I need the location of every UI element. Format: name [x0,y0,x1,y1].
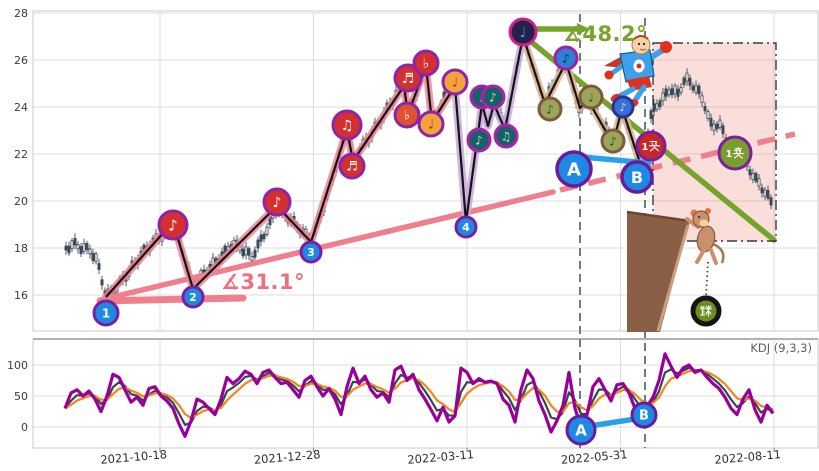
point-A-main[interactable]: A [555,150,593,188]
svg-text:♭: ♭ [404,109,410,124]
svg-text:♪: ♪ [489,90,497,104]
svg-text:50: 50 [14,390,28,403]
svg-text:A: A [575,421,587,439]
kdj-indicator-label: KDJ (9,3,3) [750,341,812,355]
angle-31-label: ∡31.1° [221,270,306,294]
svg-text:♬: ♬ [402,71,415,87]
svg-text:18: 18 [14,242,28,255]
svg-text:0: 0 [21,421,28,434]
svg-text:B: B [639,409,649,424]
svg-text:♬: ♬ [346,160,358,175]
svg-text:♩: ♩ [520,25,527,41]
svg-text:2: 2 [189,291,197,304]
svg-text:2022-03-11: 2022-03-11 [407,447,475,467]
svg-text:♪: ♪ [546,102,554,116]
svg-text:♩: ♩ [452,76,458,91]
svg-text:16: 16 [14,289,28,302]
note-1[interactable]: ♪ [157,209,189,241]
note-11[interactable]: ♪ [480,84,506,110]
svg-text:2021-10-18: 2021-10-18 [100,447,168,467]
svg-text:22: 22 [14,148,28,161]
hero-glove [660,41,672,53]
svg-text:1: 1 [642,142,649,153]
kdj-lines [63,352,775,438]
svg-text:♪: ♪ [619,101,626,114]
point-A-kdj[interactable]: A [565,414,597,446]
note-4[interactable]: ♬ [338,152,366,180]
svg-text:♫: ♫ [501,129,512,143]
svg-text:♪: ♪ [562,51,570,65]
svg-text:28: 28 [14,7,28,20]
svg-text:2021-12-28: 2021-12-28 [253,447,321,467]
point-B-main[interactable]: B [620,160,654,194]
note-15[interactable]: ♪ [611,95,635,119]
note-6[interactable]: ♭ [412,49,440,77]
svg-text:A: A [567,159,581,180]
forecast-box[interactable] [653,43,776,241]
svg-text:4: 4 [462,221,470,234]
svg-text:♩: ♩ [428,118,434,133]
climbing-monkey-sticker[interactable] [626,208,725,332]
note-5[interactable]: ♬ [393,63,423,93]
svg-text:3: 3 [307,246,315,259]
note-12[interactable]: ♪ [466,127,492,153]
svg-text:♭: ♭ [423,56,430,72]
note-3[interactable]: ♫ [331,109,363,141]
svg-text:♪: ♪ [273,195,282,211]
angle-48-label: ∡48.2° [563,22,648,46]
note-13[interactable]: ♫ [493,123,519,149]
note-2[interactable]: ♪ [262,187,292,217]
pivot-2[interactable]: 2 [181,285,205,309]
buy-signal[interactable]: 1 [635,130,667,162]
svg-text:100: 100 [7,359,28,372]
note-14[interactable]: ♪ [553,45,579,71]
chain [705,261,709,297]
svg-text:2022-05-31: 2022-05-31 [560,447,628,467]
flying-baby-hero-sticker[interactable] [604,35,672,108]
hero-cape [604,56,624,68]
svg-text:♩: ♩ [588,90,594,104]
note-17[interactable]: ♩ [578,84,604,110]
sell-signal[interactable]: 1 [717,135,753,171]
note-8[interactable]: ♩ [417,110,445,138]
note-9[interactable]: ♩ [441,68,469,96]
svg-text:26: 26 [14,54,28,67]
svg-text:♪: ♪ [475,133,483,147]
svg-text:♪: ♪ [168,216,178,234]
pivot-3[interactable]: 3 [299,240,323,264]
peak-note[interactable]: ♩ [508,17,538,47]
note-16[interactable]: ♪ [537,96,563,122]
note-18[interactable]: ♪ [600,128,626,154]
pivot-4[interactable]: 4 [454,215,478,239]
point-B-kdj[interactable]: B [630,401,658,429]
note-7[interactable]: ♭ [393,101,421,129]
svg-text:♪: ♪ [609,134,617,148]
pivot-1[interactable]: 1 [92,299,120,327]
svg-text:2022-08-11: 2022-08-11 [714,447,782,467]
cliff-shape [627,212,690,332]
svg-text:24: 24 [14,101,28,114]
svg-text:B: B [631,168,643,187]
svg-text:1: 1 [726,149,733,160]
step-badge[interactable] [690,295,722,327]
svg-text:20: 20 [14,195,28,208]
svg-text:1: 1 [102,306,110,320]
svg-text:♫: ♫ [341,118,354,134]
